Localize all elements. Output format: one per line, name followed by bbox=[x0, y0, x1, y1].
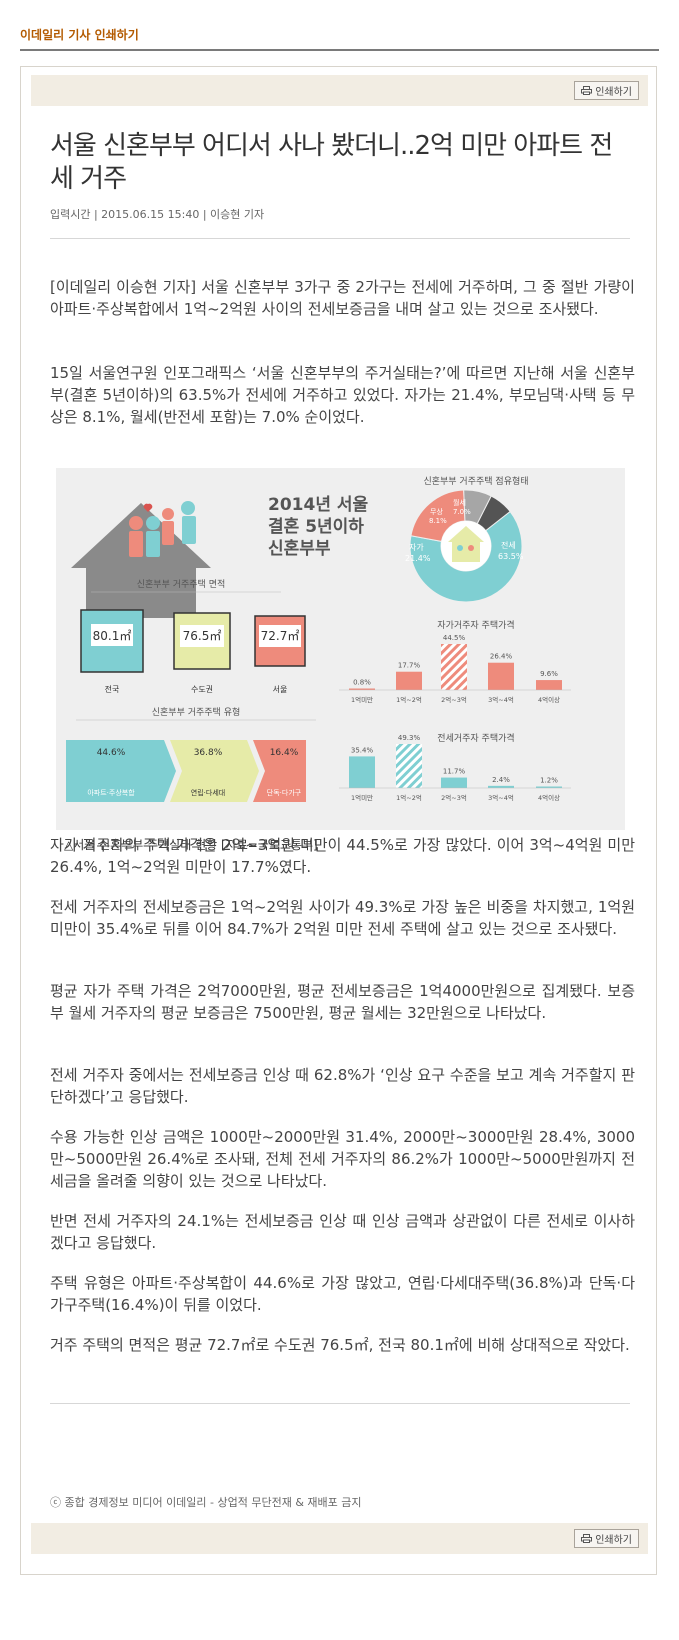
type-value-detached: 16.4% bbox=[270, 748, 299, 758]
donut-label-own: 자가 bbox=[409, 543, 424, 552]
print-button-bottom[interactable]: 인쇄하기 bbox=[574, 1529, 639, 1548]
price-bar-label: 3억~4억 bbox=[488, 696, 514, 704]
article-paragraph: [이데일리 이승현 기자] 서울 신혼부부 3가구 중 2가구는 전세에 거주하… bbox=[50, 278, 635, 318]
printer-icon bbox=[581, 86, 593, 95]
price-bar bbox=[441, 777, 467, 788]
article-paragraph: 전세 거주자의 전세보증금은 1억~2억원 사이가 49.3%로 가장 높은 비… bbox=[50, 898, 635, 938]
price-bar bbox=[396, 671, 422, 690]
area-value-capital: 76.5㎡ bbox=[183, 629, 222, 643]
print-button-label: 인쇄하기 bbox=[595, 1535, 632, 1546]
article-frame bbox=[20, 66, 657, 1575]
own-price-chart-title: 자가거주자 주택가격 bbox=[437, 619, 514, 631]
jeonse-price-chart-title: 전세거주자 주택가격 bbox=[437, 732, 514, 744]
article-paragraph: 거주 주택의 면적은 평균 72.7㎡로 수도권 76.5㎡, 전국 80.1㎡… bbox=[50, 1336, 630, 1354]
article-paragraph: 자가 거주자의 주택 가격은 2억~3억원 미만이 44.5%로 가장 많았다.… bbox=[50, 836, 635, 876]
price-bar bbox=[536, 786, 562, 788]
area-section-title: 신혼부부 거주주택 면적 bbox=[137, 578, 226, 590]
price-bar-label: 1억~2억 bbox=[396, 696, 422, 704]
infographic-title-3: 신혼부부 bbox=[268, 538, 331, 559]
price-bar-label: 1억~2억 bbox=[396, 794, 422, 802]
article-paragraph: 전세 거주자 중에서는 전세보증금 인상 때 62.8%가 ‘인상 요구 수준을… bbox=[50, 1066, 635, 1106]
top-print-bar: 인쇄하기 bbox=[31, 75, 648, 106]
price-bar bbox=[349, 688, 375, 690]
infographic-caption: △서울 신혼부부 주거실태 현황 [자료=국토교통부] bbox=[64, 838, 318, 852]
price-bar-label: 2억~3억 bbox=[441, 794, 467, 802]
price-bar-label: 4억이상 bbox=[538, 793, 560, 802]
headline-divider bbox=[50, 238, 630, 239]
area-plan-capital: 76.5㎡ 수도권 bbox=[173, 612, 231, 694]
price-bar bbox=[396, 744, 422, 788]
infographic-title-2: 결혼 5년이하 bbox=[268, 516, 364, 537]
print-button-top[interactable]: 인쇄하기 bbox=[574, 81, 639, 100]
donut-value-jeonse: 63.5% bbox=[498, 552, 524, 561]
donut-center-icon bbox=[448, 526, 484, 562]
price-bar bbox=[349, 756, 375, 788]
donut-slice bbox=[409, 510, 523, 603]
couple-icon bbox=[129, 501, 196, 557]
area-plan-national: 80.1㎡ 전국 bbox=[80, 609, 144, 694]
price-bar bbox=[441, 644, 467, 690]
donut-value-monthly: 7.0% bbox=[453, 508, 471, 516]
type-bar-apartment: 44.6% 아파트·주상복합 bbox=[66, 740, 176, 802]
donut-value-free: 8.1% bbox=[429, 517, 447, 525]
type-label-detached: 단독·다가구 bbox=[267, 788, 302, 797]
donut-label-free: 무상 bbox=[430, 507, 443, 516]
donut-label-monthly: 월세 bbox=[453, 498, 466, 507]
type-label-villa: 연립·다세대 bbox=[191, 788, 225, 797]
article-paragraph: 수용 가능한 인상 금액은 1000만~2000만원 31.4%, 2000만~… bbox=[50, 1128, 635, 1190]
infographic: 2014년 서울 결혼 5년이하 신혼부부 신혼부부 거주주택 점유형태 전세 … bbox=[56, 468, 625, 830]
type-value-villa: 36.8% bbox=[194, 748, 223, 758]
article-paragraph: 주택 유형은 아파트·주상복합이 44.6%로 가장 많았고, 연립·다세대주택… bbox=[50, 1274, 635, 1314]
donut-value-own: 21.4% bbox=[405, 554, 431, 563]
price-bar-label: 3억~4억 bbox=[488, 794, 514, 802]
area-value-national: 80.1㎡ bbox=[93, 629, 132, 643]
price-bar-value: 17.7% bbox=[398, 662, 421, 670]
price-bar bbox=[536, 680, 562, 690]
copyright-notice: ⓒ 종합 경제정보 미디어 이데일리 - 상업적 무단전재 & 재배포 금지 bbox=[50, 1496, 362, 1509]
tenure-chart-title: 신혼부부 거주주택 점유형태 bbox=[423, 475, 528, 487]
price-bar-value: 35.4% bbox=[351, 746, 374, 754]
article-headline: 서울 신혼부부 어디서 사나 봤더니..2억 미만 아파트 전세 거주 bbox=[50, 131, 613, 194]
type-section-title: 신혼부부 거주주택 유형 bbox=[152, 706, 241, 718]
price-bar-value: 1.2% bbox=[540, 777, 558, 785]
jeonse-price-bars: 35.4% 1억미만 49.3% 1억~2억 11.7% 2억~3억 2.4% 3억~4억 1.… bbox=[339, 734, 571, 802]
price-bar bbox=[488, 785, 514, 788]
area-label-capital: 수도권 bbox=[191, 684, 213, 694]
header-divider bbox=[20, 49, 659, 51]
print-button-label: 인쇄하기 bbox=[595, 87, 632, 98]
article-byline: 입력시간 | 2015.06.15 15:40 | 이승현 기자 bbox=[50, 208, 265, 221]
site-title: 이데일리 기사 인쇄하기 bbox=[20, 28, 139, 42]
infographic-title-1: 2014년 서울 bbox=[268, 495, 369, 515]
area-value-seoul: 72.7㎡ bbox=[261, 629, 300, 643]
price-bar-value: 9.6% bbox=[540, 670, 558, 678]
area-label-national: 전국 bbox=[105, 684, 120, 694]
type-label-apartment: 아파트·주상복합 bbox=[87, 788, 135, 797]
own-price-bars: 0.8% 1억미만 17.7% 1억~2억 44.5% 2억~3억 26.4% 3억~4억 9.… bbox=[339, 634, 571, 704]
donut-label-jeonse: 전세 bbox=[501, 540, 516, 550]
price-bar-value: 26.4% bbox=[490, 653, 513, 661]
price-bar-label: 2억~3억 bbox=[441, 696, 467, 704]
price-bar-value: 2.4% bbox=[492, 776, 510, 784]
printer-icon bbox=[581, 1534, 593, 1543]
house-icon bbox=[71, 503, 211, 618]
area-plan-seoul: 72.7㎡ 서울 bbox=[254, 615, 306, 694]
area-label-seoul: 서울 bbox=[273, 685, 288, 694]
price-bar-value: 49.3% bbox=[398, 734, 421, 742]
price-bar-label: 1억미만 bbox=[351, 793, 373, 802]
type-bar-villa: 36.8% 연립·다세대 bbox=[170, 740, 259, 802]
price-bar-value: 0.8% bbox=[353, 679, 371, 687]
price-bar-value: 11.7% bbox=[443, 768, 466, 776]
article-paragraph: 15일 서울연구원 인포그래픽스 ‘서울 신혼부부의 주거실태는?’에 따르면 … bbox=[50, 364, 635, 426]
type-bar-detached: 16.4% 단독·다가구 bbox=[253, 740, 306, 802]
price-bar bbox=[488, 662, 514, 690]
type-value-apartment: 44.6% bbox=[97, 748, 126, 758]
footer-divider bbox=[50, 1403, 630, 1404]
bottom-print-bar: 인쇄하기 bbox=[31, 1523, 648, 1554]
article-paragraph: 평균 자가 주택 가격은 2억7000만원, 평균 전세보증금은 1억4000만… bbox=[50, 982, 635, 1022]
price-bar-label: 1억미만 bbox=[351, 695, 373, 704]
article-paragraph: 반면 전세 거주자의 24.1%는 전세보증금 인상 때 인상 금액과 상관없이… bbox=[50, 1212, 635, 1252]
price-bar-value: 44.5% bbox=[443, 634, 466, 642]
price-bar-label: 4억이상 bbox=[538, 695, 560, 704]
